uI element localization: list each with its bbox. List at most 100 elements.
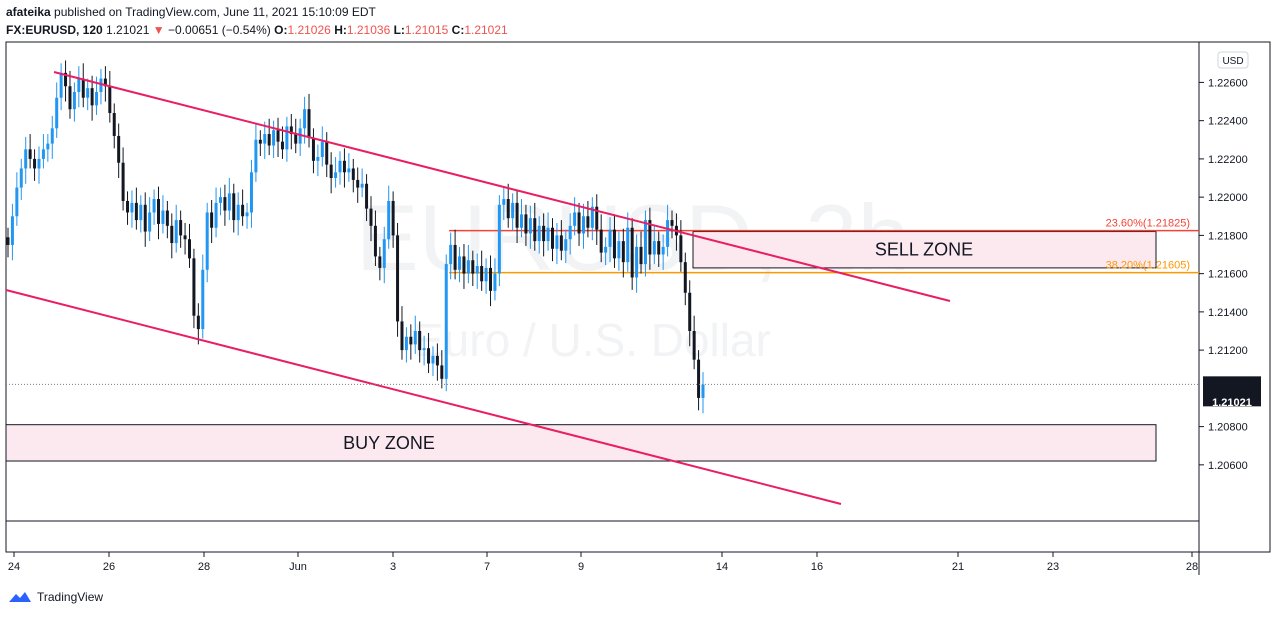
y-tick-label: 1.21600 xyxy=(1208,269,1248,281)
price-axis[interactable]: 1.22600 1.22400 1.22200 1.22000 1.21800 1.216… xyxy=(1199,77,1248,472)
candle-up xyxy=(590,206,594,228)
candle-down xyxy=(157,199,161,224)
currency-badge xyxy=(1217,51,1249,69)
candle-down xyxy=(630,227,634,278)
price-change: −0.00651 (−0.54%) xyxy=(168,23,271,37)
candle-up xyxy=(520,214,524,228)
candle-up xyxy=(148,212,152,232)
candle-up xyxy=(161,210,165,224)
candle-down xyxy=(612,229,616,259)
candle-up xyxy=(449,244,453,265)
candle-down xyxy=(280,141,284,150)
candle-down xyxy=(697,359,701,398)
candle-up xyxy=(99,78,103,92)
candle-up xyxy=(205,212,209,270)
open-label: O: xyxy=(274,23,288,37)
candle-down xyxy=(210,212,214,228)
candle-up xyxy=(537,225,541,242)
candle-down xyxy=(143,204,147,232)
candle-up xyxy=(214,202,218,228)
candle-up xyxy=(604,246,608,253)
footer: TradingView xyxy=(8,590,103,604)
candle-down xyxy=(365,183,369,209)
candle-up xyxy=(568,225,572,240)
candle-up xyxy=(475,265,479,274)
candle-down xyxy=(307,109,311,138)
fib-236-label: 23.60%(1.21825) xyxy=(1106,218,1190,230)
candle-up xyxy=(139,204,143,221)
buy-zone[interactable] xyxy=(5,424,1157,462)
candle-up xyxy=(285,126,289,150)
candle-up xyxy=(174,220,178,244)
candle-up xyxy=(254,139,258,173)
candle-down xyxy=(183,235,187,240)
candle-down xyxy=(223,197,227,211)
fib-382-label: 38.20%(1.21605) xyxy=(1106,260,1190,272)
close-value: 1.21021 xyxy=(464,23,508,37)
candle-up xyxy=(444,264,448,379)
candle-down xyxy=(524,214,528,234)
tradingview-logo-icon[interactable] xyxy=(8,590,32,604)
candle-down xyxy=(621,241,625,263)
channel-upper-trendline[interactable] xyxy=(53,71,951,302)
candle-up xyxy=(201,269,205,330)
candle-up xyxy=(502,199,506,205)
candle-up xyxy=(298,128,302,144)
candle-up xyxy=(59,72,63,98)
candle-up xyxy=(249,172,253,213)
candle-down xyxy=(427,348,431,364)
candle-down xyxy=(134,202,138,221)
candle-up xyxy=(458,256,462,270)
candle-up xyxy=(86,88,90,98)
last-price-badge xyxy=(1203,376,1261,407)
candle-down xyxy=(179,220,183,236)
author-name[interactable]: afateika xyxy=(6,5,51,19)
x-tick-label: 28 xyxy=(1186,561,1198,573)
candle-down xyxy=(294,134,298,144)
candle-down xyxy=(108,86,112,114)
candle-down xyxy=(112,113,116,136)
candle-up xyxy=(95,91,99,106)
candle-up xyxy=(573,212,577,226)
candle-up xyxy=(497,204,501,274)
candle-up xyxy=(15,187,19,217)
high-value: 1.21036 xyxy=(346,23,391,37)
x-tick-label: 14 xyxy=(716,561,728,573)
footer-brand[interactable]: TradingView xyxy=(37,590,104,604)
candle-down xyxy=(692,330,696,360)
candle-down xyxy=(311,137,315,161)
symbol-label[interactable]: FX:EURUSD, 120 xyxy=(6,23,103,37)
candle-up xyxy=(263,134,267,144)
chart-frame xyxy=(5,41,1271,553)
candle-down xyxy=(90,88,94,106)
candle-up xyxy=(555,235,559,249)
y-tick-label: 1.22000 xyxy=(1208,192,1248,204)
y-tick-label: 1.21800 xyxy=(1208,230,1248,242)
candle-down xyxy=(103,78,107,87)
sell-zone[interactable] xyxy=(692,231,1157,269)
x-tick-label: 21 xyxy=(952,561,964,573)
candle-down xyxy=(506,199,510,219)
high-label: H: xyxy=(334,23,347,37)
candle-down xyxy=(418,330,422,351)
candle-down xyxy=(409,336,413,345)
candle-down xyxy=(117,135,121,163)
candle-up xyxy=(617,241,621,259)
candle-up xyxy=(272,130,276,146)
candle-up xyxy=(564,239,568,251)
candle-up xyxy=(24,149,28,169)
channel-lower-trendline[interactable] xyxy=(5,289,842,505)
candle-up xyxy=(152,199,156,213)
candle-up xyxy=(334,172,338,179)
candle-down xyxy=(232,193,236,221)
buy-zone-label: BUY ZONE xyxy=(343,433,435,453)
time-axis[interactable]: 24 26 28 Jun 3 7 9 14 16 21 23 28 xyxy=(8,552,1198,573)
x-tick-label: 9 xyxy=(578,561,584,573)
x-tick-label: 23 xyxy=(1047,561,1059,573)
candle-up xyxy=(413,330,417,345)
watermark-name: Euro / U.S. Dollar xyxy=(413,314,771,366)
candle-down xyxy=(670,220,674,226)
candle-up xyxy=(422,348,426,351)
candle-down xyxy=(639,246,643,265)
